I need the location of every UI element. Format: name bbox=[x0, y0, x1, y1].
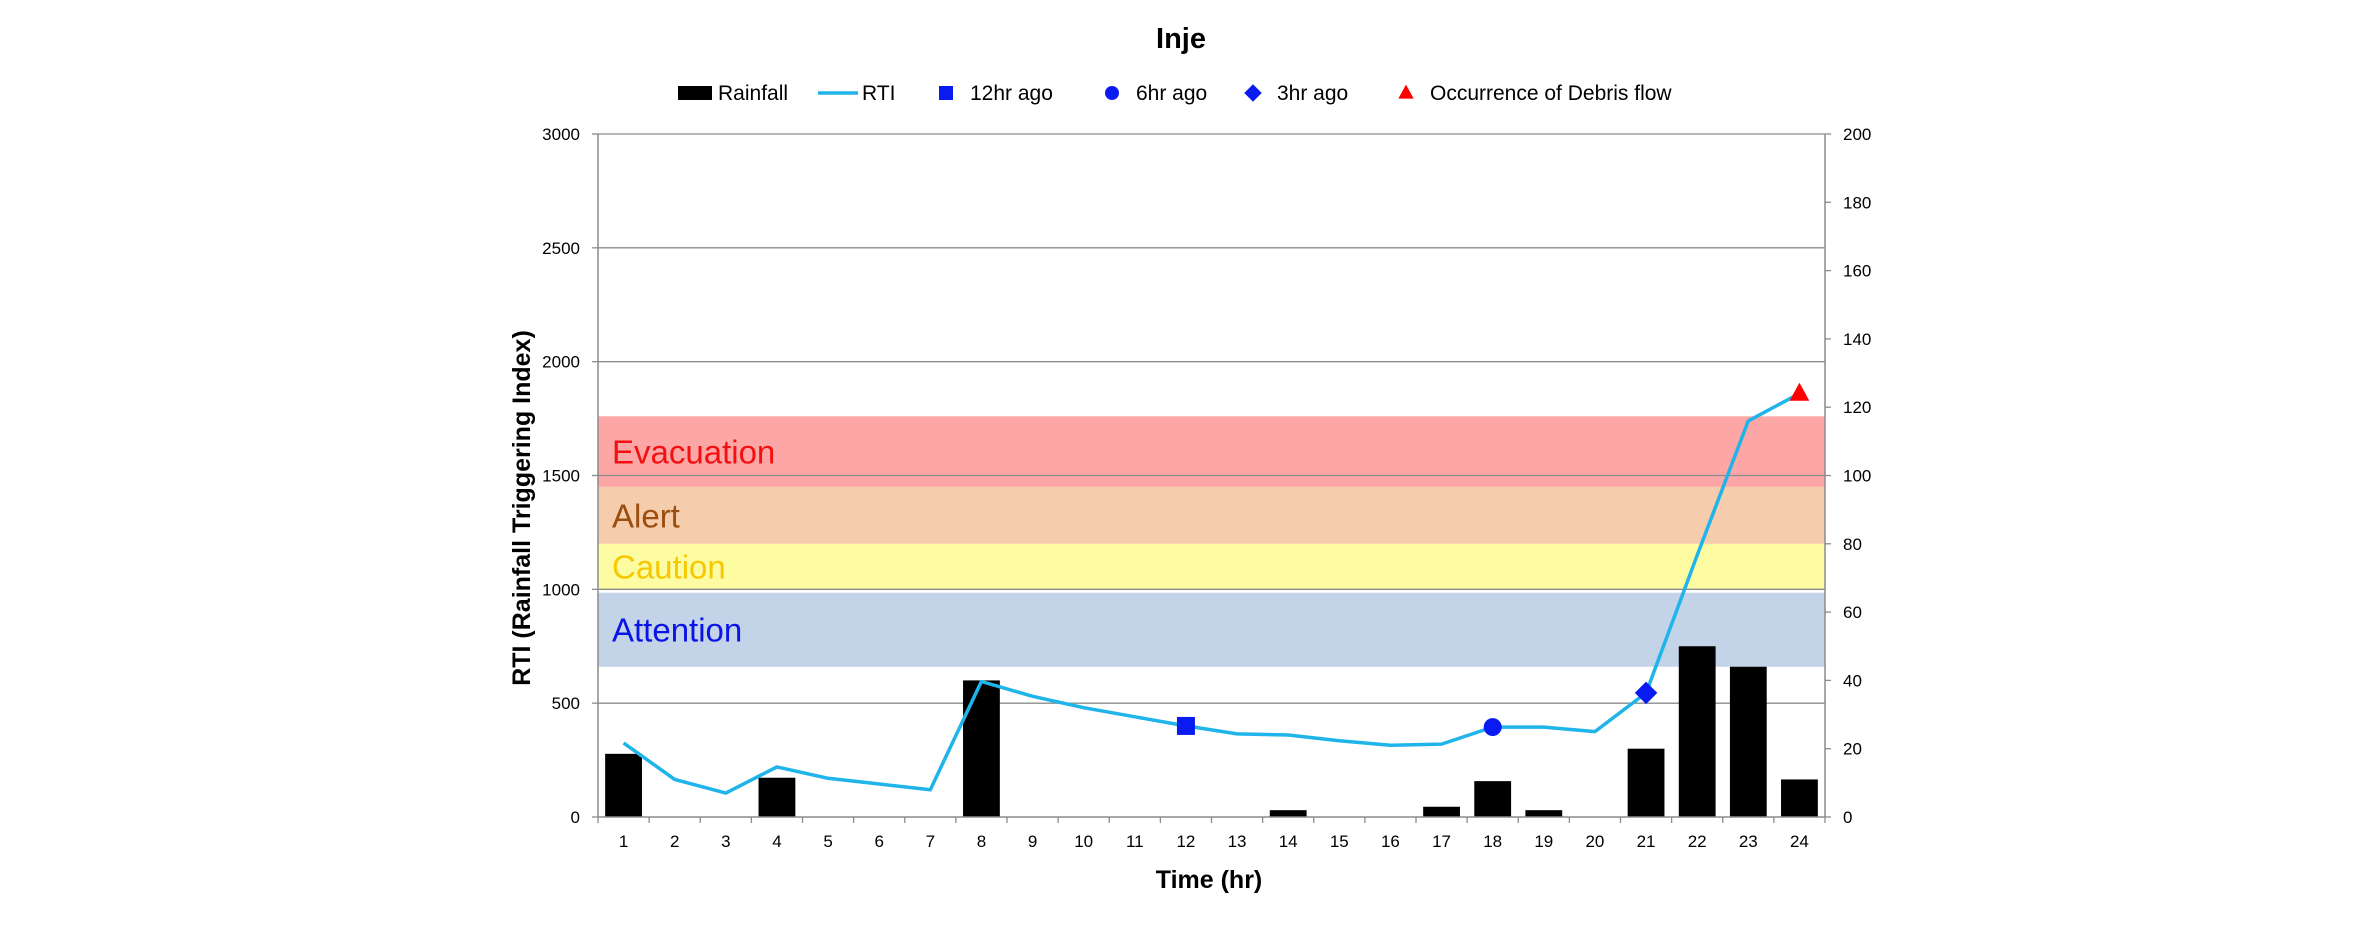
legend-label: Rainfall bbox=[718, 82, 788, 105]
right-tick-label: 160 bbox=[1843, 262, 1871, 281]
right-tick-label: 120 bbox=[1843, 398, 1871, 417]
right-tick-label: 80 bbox=[1843, 535, 1862, 554]
legend-square-swatch bbox=[939, 86, 953, 100]
right-tick-label: 180 bbox=[1843, 193, 1871, 212]
marker-6hr-ago bbox=[1483, 718, 1502, 737]
rainfall-bars bbox=[605, 646, 1818, 817]
left-tick-label: 3000 bbox=[542, 125, 580, 144]
rti-series-line bbox=[622, 391, 1801, 795]
x-tick-label: 3 bbox=[721, 832, 730, 851]
legend-label: 3hr ago bbox=[1277, 82, 1348, 105]
left-tick-label: 2500 bbox=[542, 239, 580, 258]
rainfall-bar bbox=[605, 753, 642, 817]
x-tick-label: 9 bbox=[1028, 832, 1037, 851]
x-tick-label: 11 bbox=[1126, 832, 1144, 851]
x-tick-label: 2 bbox=[670, 832, 679, 851]
legend-label: 12hr ago bbox=[970, 82, 1053, 105]
left-tick-label: 500 bbox=[552, 694, 580, 713]
zone-label-attention: Attention bbox=[612, 612, 742, 649]
zone-evacuation bbox=[598, 416, 1825, 487]
legend-item-occurrence-of-debris-flow: Occurrence of Debris flow bbox=[1398, 82, 1672, 105]
x-tick-label: 18 bbox=[1483, 832, 1502, 851]
x-tick-label: 1 bbox=[619, 832, 628, 851]
tick-labels: 0500100015002000250030000204060801001201… bbox=[542, 125, 1871, 851]
left-tick-label: 2000 bbox=[542, 353, 580, 372]
x-tick-label: 19 bbox=[1534, 832, 1553, 851]
rainfall-bar bbox=[1781, 779, 1818, 817]
x-tick-label: 15 bbox=[1330, 832, 1349, 851]
right-tick-label: 100 bbox=[1843, 467, 1871, 486]
left-tick-label: 0 bbox=[571, 808, 580, 827]
x-tick-label: 8 bbox=[977, 832, 986, 851]
rainfall-bar bbox=[1678, 646, 1716, 817]
x-tick-label: 17 bbox=[1432, 832, 1451, 851]
right-tick-label: 60 bbox=[1843, 603, 1862, 622]
x-tick-label: 6 bbox=[874, 832, 883, 851]
right-tick-label: 140 bbox=[1843, 330, 1871, 349]
x-tick-label: 7 bbox=[926, 832, 935, 851]
right-tick-label: 0 bbox=[1843, 808, 1852, 827]
rainfall-bar bbox=[963, 680, 1000, 817]
x-tick-label: 12 bbox=[1176, 832, 1195, 851]
marker-occurrence-of-debris-flow bbox=[1789, 382, 1810, 401]
x-tick-label: 4 bbox=[772, 832, 781, 851]
marker-12hr-ago bbox=[1176, 716, 1195, 735]
alert-zones: Attention Caution Alert Evacuation bbox=[598, 416, 1825, 667]
legend-item-12hr-ago: 12hr ago bbox=[939, 82, 1053, 105]
left-tick-label: 1500 bbox=[542, 467, 580, 486]
x-tick-label: 20 bbox=[1585, 832, 1604, 851]
axes bbox=[592, 133, 1831, 823]
x-tick-label: 16 bbox=[1381, 832, 1400, 851]
legend-triangle-swatch bbox=[1398, 84, 1414, 99]
x-axis-title: Time (hr) bbox=[1156, 866, 1263, 894]
legend: Rainfall RTI 12hr ago 6hr ago 3hr ago Occurre… bbox=[678, 82, 1672, 105]
rainfall-bar bbox=[1474, 781, 1512, 817]
zone-attention bbox=[598, 592, 1825, 667]
legend-circle-swatch bbox=[1105, 86, 1119, 100]
rainfall-bar bbox=[1627, 748, 1665, 817]
rti-line bbox=[622, 391, 1801, 795]
legend-item-3hr-ago: 3hr ago bbox=[1244, 82, 1348, 105]
legend-bar-swatch bbox=[678, 86, 712, 100]
right-tick-label: 200 bbox=[1843, 125, 1871, 144]
zone-label-alert: Alert bbox=[612, 497, 680, 534]
marker-3hr-ago bbox=[1634, 681, 1658, 705]
right-tick-label: 40 bbox=[1843, 671, 1862, 690]
rainfall-bar bbox=[1423, 806, 1460, 817]
legend-label: Occurrence of Debris flow bbox=[1430, 82, 1672, 105]
legend-label: RTI bbox=[862, 82, 895, 105]
legend-label: 6hr ago bbox=[1136, 82, 1207, 105]
legend-item-6hr-ago: 6hr ago bbox=[1105, 82, 1207, 105]
legend-item-rti: RTI bbox=[818, 82, 895, 105]
legend-diamond-swatch bbox=[1244, 84, 1262, 102]
rainfall-bar bbox=[1525, 810, 1563, 817]
gridlines bbox=[598, 133, 1825, 704]
left-tick-label: 1000 bbox=[542, 580, 580, 599]
legend-item-rainfall: Rainfall bbox=[678, 82, 788, 105]
zone-alert bbox=[598, 486, 1825, 544]
x-tick-label: 13 bbox=[1228, 832, 1247, 851]
x-tick-label: 24 bbox=[1790, 832, 1809, 851]
chart-title: Inje bbox=[1156, 23, 1206, 55]
y-axis-title: RTI (Rainfall Triggering Index) bbox=[508, 330, 536, 686]
rainfall-bar bbox=[758, 777, 796, 817]
x-tick-label: 21 bbox=[1637, 832, 1656, 851]
x-tick-label: 23 bbox=[1739, 832, 1758, 851]
zone-label-caution: Caution bbox=[612, 549, 726, 586]
x-tick-label: 14 bbox=[1279, 832, 1298, 851]
x-tick-label: 10 bbox=[1074, 832, 1093, 851]
event-markers bbox=[1176, 382, 1810, 737]
x-tick-label: 5 bbox=[823, 832, 832, 851]
right-tick-label: 20 bbox=[1843, 740, 1862, 759]
zone-caution bbox=[598, 543, 1825, 590]
rainfall-bar bbox=[1729, 666, 1767, 817]
zone-label-evacuation: Evacuation bbox=[612, 434, 775, 471]
x-tick-label: 22 bbox=[1688, 832, 1707, 851]
rainfall-bar bbox=[1269, 810, 1307, 817]
